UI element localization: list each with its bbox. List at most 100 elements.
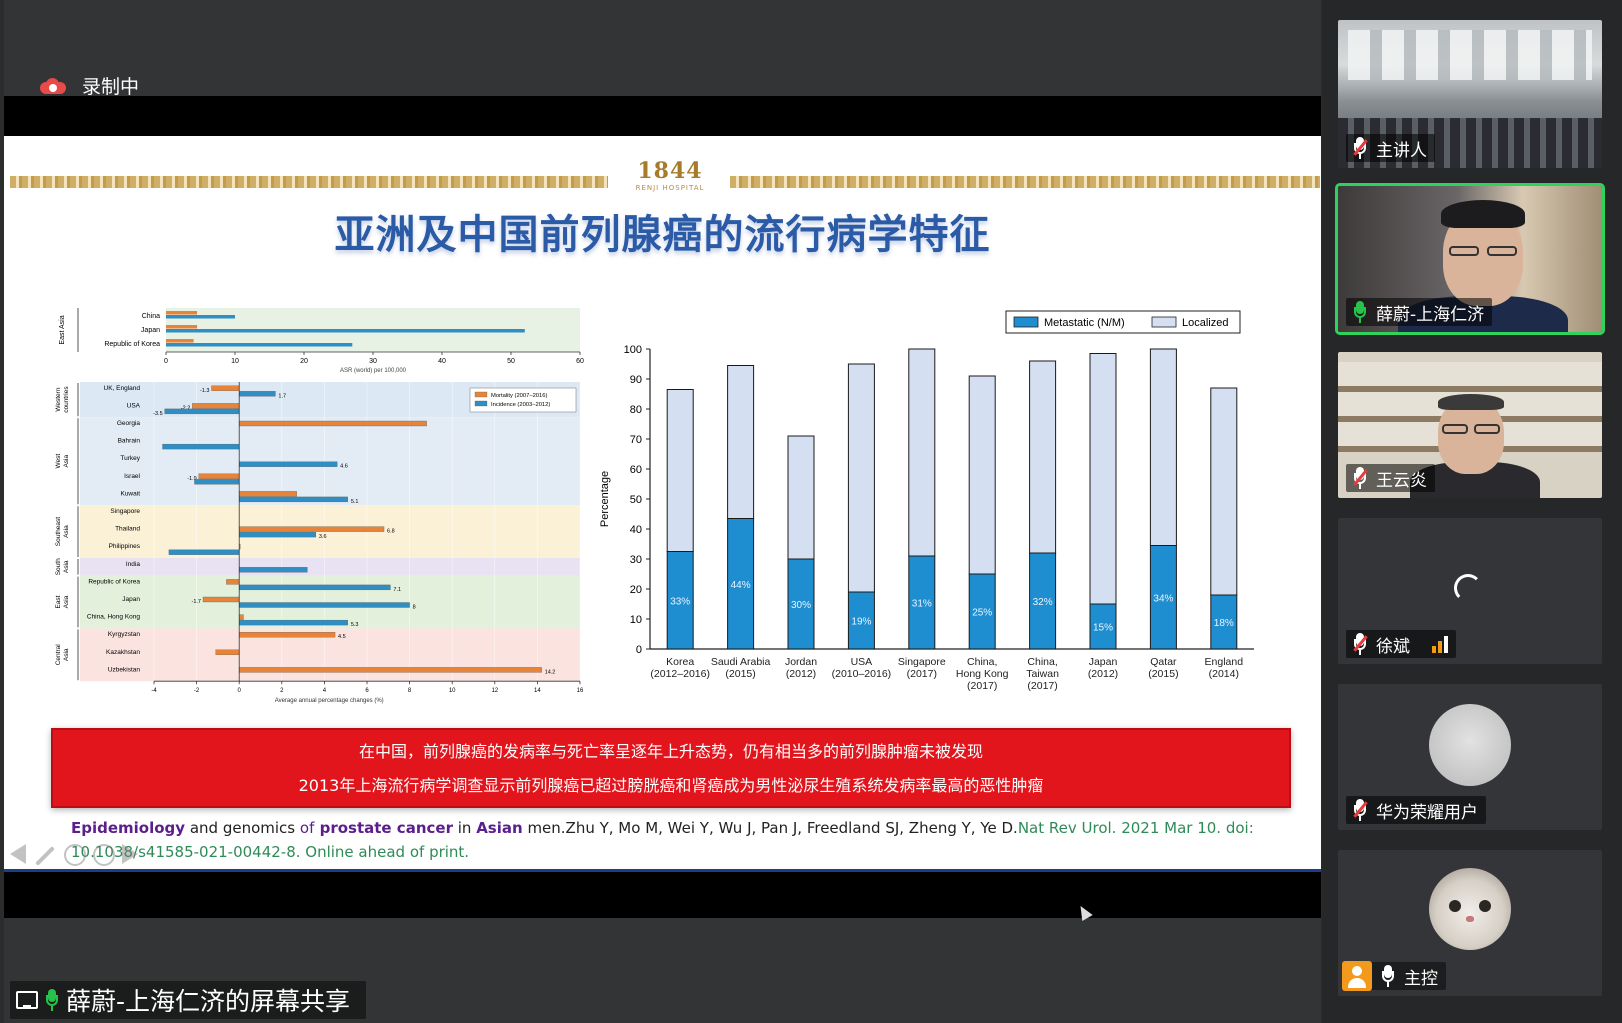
- participant-tile[interactable]: 主讲人: [1338, 20, 1602, 168]
- bar: [239, 461, 338, 467]
- y-tick-label: 50: [630, 494, 642, 506]
- mic-muted-icon: [1354, 799, 1366, 821]
- bar-localized: [727, 365, 755, 519]
- shared-screen-stage: 录制中 1844 RENJI HOSPITAL 亚洲及中国前列腺癌的流行病学特征…: [4, 0, 1321, 1023]
- y-tick-label: 90: [630, 374, 642, 386]
- bar-metastatic: [1210, 594, 1238, 650]
- bar: [166, 311, 198, 315]
- category-label: India: [126, 561, 140, 568]
- data-label: 4.6: [340, 464, 348, 470]
- group-label: East: [55, 595, 62, 608]
- group-band: [80, 417, 580, 506]
- y-tick-label: 70: [630, 434, 642, 446]
- bar-metastatic: [787, 558, 815, 650]
- data-label: 34%: [1153, 593, 1173, 604]
- participant-tile[interactable]: 徐斌: [1338, 518, 1602, 664]
- bar-localized: [1089, 353, 1117, 605]
- participant-tile[interactable]: 王云炎: [1338, 352, 1602, 498]
- bar-localized: [1029, 360, 1057, 554]
- participant-name: 薛蔚-上海仁济: [1376, 304, 1485, 325]
- next-slide-icon[interactable]: [122, 844, 138, 864]
- participant-name: 华为荣耀用户: [1376, 802, 1478, 823]
- citation-term: of: [299, 819, 315, 837]
- legend-label: Mortality (2007–2016): [491, 393, 547, 399]
- x-tick-label: (2012): [1088, 668, 1118, 680]
- data-label: -1.3: [200, 388, 209, 394]
- mic-muted-icon: [1354, 137, 1366, 159]
- bar: [192, 403, 240, 409]
- data-label: 8: [413, 605, 416, 611]
- legend-label: Incidence (2003–2012): [491, 402, 550, 408]
- legend: Mortality (2007–2016) Incidence (2003–201…: [469, 387, 577, 413]
- x-tick-label: USA: [851, 656, 873, 668]
- x-axis-title: ASR (world) per 100,000: [340, 368, 407, 374]
- x-tick-label: England: [1205, 656, 1244, 668]
- y-tick-label: 40: [630, 524, 642, 536]
- screen-share-icon: [16, 991, 38, 1009]
- bar-localized: [787, 435, 815, 560]
- category-label: Turkey: [120, 455, 140, 462]
- mic-on-icon: [1382, 965, 1394, 987]
- bar-localized: [908, 348, 936, 557]
- category-label: Republic of Korea: [88, 578, 140, 585]
- x-tick-label: Japan: [1089, 656, 1118, 668]
- participant-label: 主讲人: [1346, 134, 1435, 162]
- x-tick-label: (2012–2016): [650, 668, 710, 680]
- previous-slide-icon[interactable]: [10, 844, 26, 864]
- x-tick-label: Qatar: [1150, 656, 1177, 668]
- x-tick-label: 14: [534, 688, 541, 694]
- category-label: Republic of Korea: [104, 341, 160, 348]
- group-label: Southeast: [55, 517, 62, 546]
- data-label: 44%: [731, 580, 751, 591]
- cloud-record-icon: [40, 77, 66, 94]
- y-axis-title: Percentage: [599, 471, 611, 527]
- category-label: Kyrgyzstan: [108, 631, 141, 638]
- group-band: [80, 558, 580, 576]
- logo-name: RENJI HOSPITAL: [635, 184, 705, 192]
- citation-text: in: [452, 819, 477, 837]
- participant-name: 徐斌: [1376, 636, 1410, 657]
- host-icon: [1342, 961, 1372, 991]
- category-label: Georgia: [117, 420, 141, 427]
- bar-metastatic: [847, 591, 875, 650]
- screen-share-text: 薛蔚-上海仁济的屏幕共享: [66, 987, 351, 1016]
- menu-icon[interactable]: [93, 844, 115, 866]
- zoom-icon[interactable]: [64, 844, 86, 866]
- category-label: Uzbekistan: [108, 666, 141, 673]
- bar: [239, 667, 542, 673]
- y-tick-label: 20: [630, 584, 642, 596]
- apc-horizontal-bar-figure: East Asia China Japan Republic of Korea 0 10 2…: [55, 308, 584, 704]
- bar-localized: [1210, 387, 1238, 596]
- data-label: -2.2: [181, 405, 190, 411]
- bar: [239, 526, 385, 532]
- group-label: Western: [55, 387, 62, 411]
- legend-label: Localized: [1182, 317, 1228, 329]
- category-label: Japan: [141, 327, 160, 334]
- citation-term: Asian: [476, 819, 523, 837]
- legend-swatch: [1151, 316, 1177, 328]
- x-tick-label: 50: [507, 358, 515, 365]
- participant-tile-active[interactable]: 薛蔚-上海仁济: [1335, 183, 1605, 335]
- x-tick-label: China,: [1027, 656, 1057, 668]
- pen-tool-icon[interactable]: [35, 846, 55, 866]
- recording-indicator[interactable]: 录制中: [40, 72, 139, 99]
- participant-sidebar: 主讲人 薛蔚-上海仁济 王云炎: [1322, 0, 1622, 1023]
- participant-tile[interactable]: 主控: [1338, 850, 1602, 996]
- data-label: 5.1: [351, 499, 359, 505]
- participant-tile[interactable]: 华为荣耀用户: [1338, 684, 1602, 830]
- data-label: 6.8: [387, 529, 395, 535]
- legend-box: [1005, 310, 1241, 334]
- participant-name: 王云炎: [1376, 470, 1427, 491]
- signal-strength-icon: [1432, 635, 1448, 653]
- bar-localized: [1149, 348, 1177, 546]
- category-label: Japan: [122, 596, 140, 603]
- bar: [239, 420, 427, 427]
- category-label: Kazakhstan: [106, 649, 140, 656]
- avatar: [1429, 868, 1511, 950]
- bar: [166, 329, 525, 333]
- data-label: 4.5: [338, 634, 346, 640]
- y-tick-label: 30: [630, 554, 642, 566]
- group-label: Asia: [63, 648, 70, 661]
- data-label: -3.5: [153, 411, 162, 417]
